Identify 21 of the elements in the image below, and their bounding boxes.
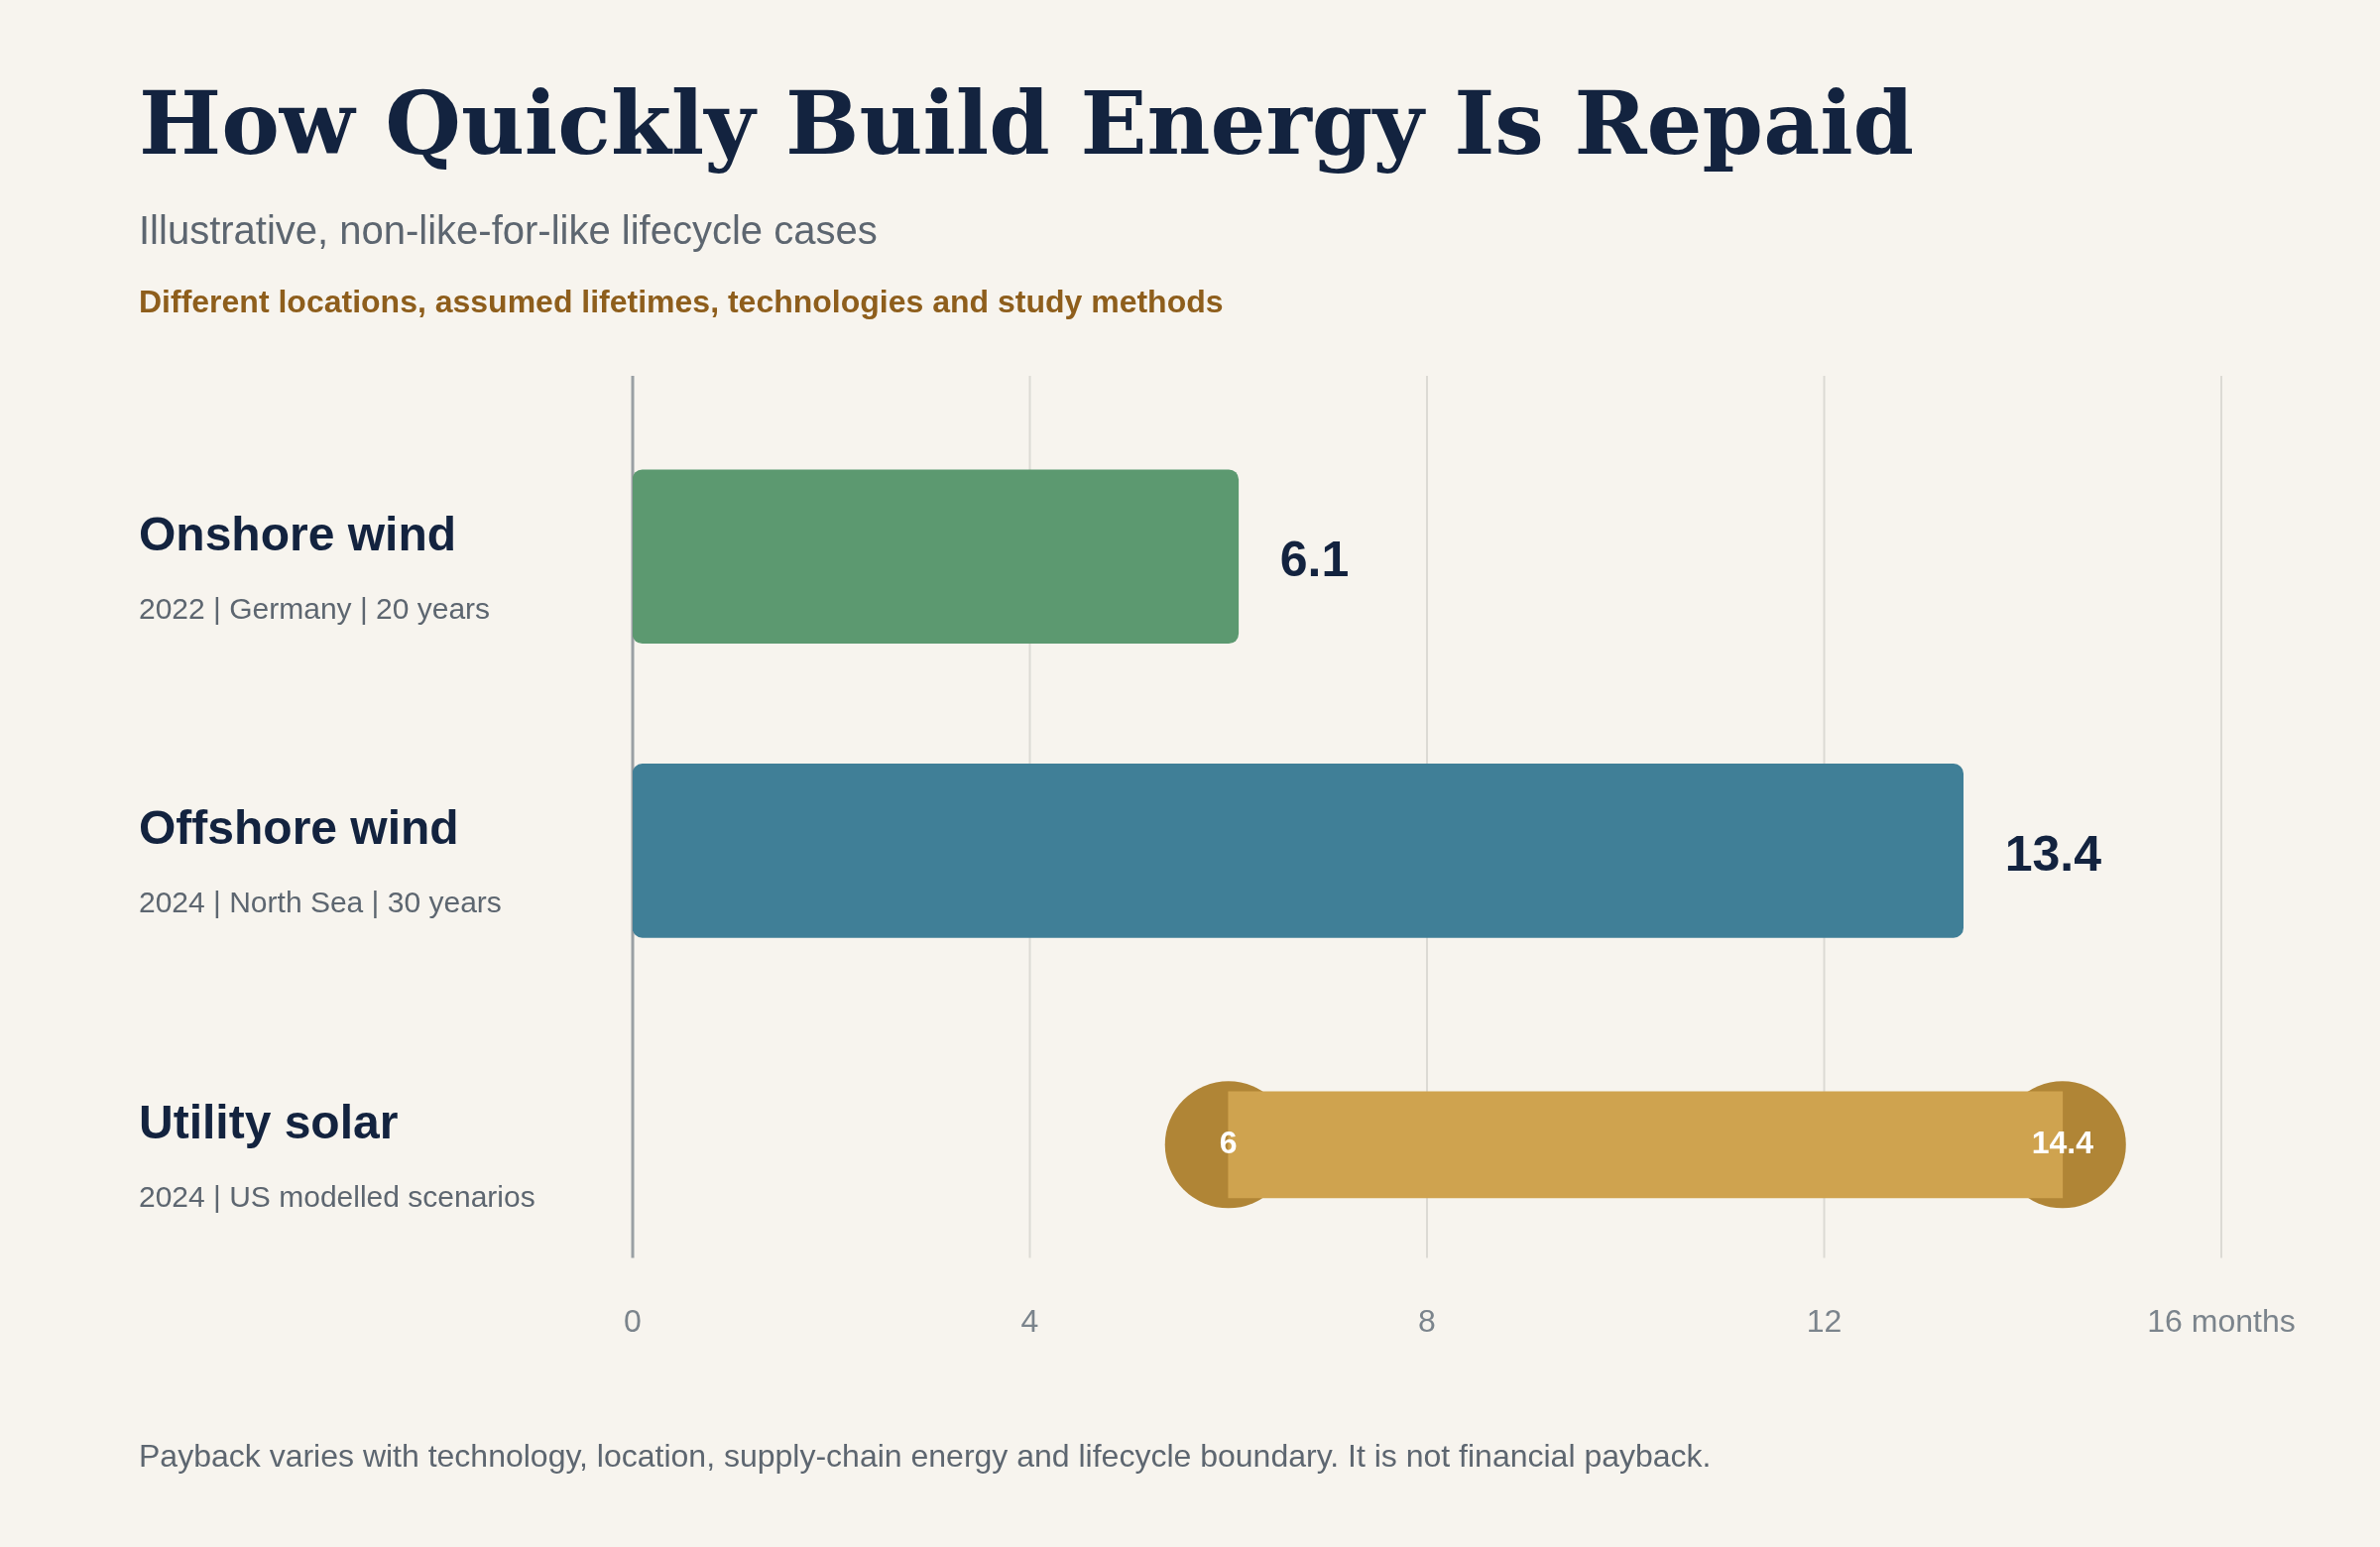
data-label: 6.1	[1279, 532, 1350, 588]
data-label: 14.4	[2031, 1125, 2094, 1161]
text: Payback varies with technology, location, supply-chain energy and lifecycle boundary. It is not financial payback.	[139, 1438, 1712, 1475]
y-tick-label: Utility solar	[139, 1095, 399, 1148]
y-tick-label: Onshore wind	[139, 507, 457, 560]
x-tick-label: 0	[624, 1302, 642, 1339]
y-tick-label: Offshore wind	[139, 801, 459, 855]
data-label: 6	[1219, 1125, 1238, 1161]
text: 2024 | North Sea | 30 years	[139, 886, 502, 919]
x-tick-label: 8	[1418, 1302, 1436, 1339]
text: Different locations, assumed lifetimes, technologies and study methods	[139, 284, 1224, 320]
bar	[633, 763, 1964, 938]
chart-title: How Quickly Build Energy Is Repaid	[139, 71, 1915, 175]
chart-subtitle: Illustrative, non-like-for-like lifecycle cases	[139, 208, 878, 253]
data-label: 13.4	[2004, 825, 2102, 882]
x-tick-label: 4	[1020, 1302, 1039, 1339]
bar	[633, 469, 1240, 645]
text: 2022 | Germany | 20 years	[139, 591, 491, 625]
text: 2024 | US modelled scenarios	[139, 1179, 536, 1213]
x-tick-label: 12	[1806, 1302, 1843, 1339]
x-tick-label: 16 months	[2147, 1302, 2296, 1339]
